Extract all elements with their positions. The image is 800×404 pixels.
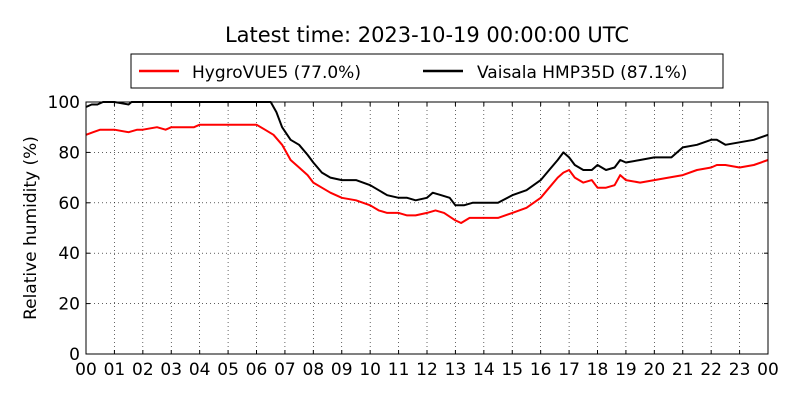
x-tick-label: 15	[501, 360, 523, 380]
x-tick-label: 04	[189, 360, 211, 380]
x-tick-label: 18	[587, 360, 609, 380]
y-tick-label: 40	[58, 244, 80, 264]
y-tick-label: 0	[69, 345, 80, 365]
legend-label-vaisala: Vaisala HMP35D (87.1%)	[477, 63, 687, 83]
x-tick-label: 00	[75, 360, 97, 380]
x-tick-label: 17	[558, 360, 580, 380]
legend: HygroVUE5 (77.0%) Vaisala HMP35D (87.1%)	[130, 53, 724, 89]
x-tick-label: 21	[672, 360, 694, 380]
x-tick-label: 05	[217, 360, 239, 380]
legend-label-hygrovue5: HygroVUE5 (77.0%)	[192, 63, 361, 83]
x-tick-label: 08	[303, 360, 325, 380]
chart-title: Latest time: 2023-10-19 00:00:00 UTC	[225, 23, 629, 47]
series-lines	[85, 101, 769, 224]
series-line-hygrovue5	[85, 123, 769, 224]
x-tick-label: 07	[274, 360, 296, 380]
series-line-vaisala	[85, 101, 769, 207]
x-tick-label: 01	[104, 360, 126, 380]
x-tick-label: 22	[700, 360, 722, 380]
x-tick-label: 03	[160, 360, 182, 380]
y-tick-label: 20	[58, 295, 80, 315]
plot-frame	[85, 101, 769, 355]
y-tick-label: 80	[58, 143, 80, 163]
grid	[86, 102, 768, 354]
x-tick-label: 00	[757, 360, 779, 380]
x-tick-label: 06	[246, 360, 268, 380]
y-axis-label: Relative humidity (%)	[21, 136, 41, 320]
x-tick-label: 12	[416, 360, 438, 380]
y-tick-label: 60	[58, 194, 80, 214]
y-tick-label: 100	[48, 93, 80, 113]
x-tick-label: 10	[359, 360, 381, 380]
x-tick-label: 13	[445, 360, 467, 380]
x-tick-label: 20	[644, 360, 666, 380]
x-tick-label: 19	[615, 360, 637, 380]
x-tick-label: 14	[473, 360, 495, 380]
x-tick-label: 11	[388, 360, 410, 380]
x-tick-label: 16	[530, 360, 552, 380]
x-tick-label: 09	[331, 360, 353, 380]
x-tick-label: 23	[729, 360, 751, 380]
x-tick-label: 02	[132, 360, 154, 380]
axis-ticks: 00 01 02 03 04 05 06 07 08 09 10 11 12 13 14 15 16 17 18 19…	[48, 93, 779, 380]
